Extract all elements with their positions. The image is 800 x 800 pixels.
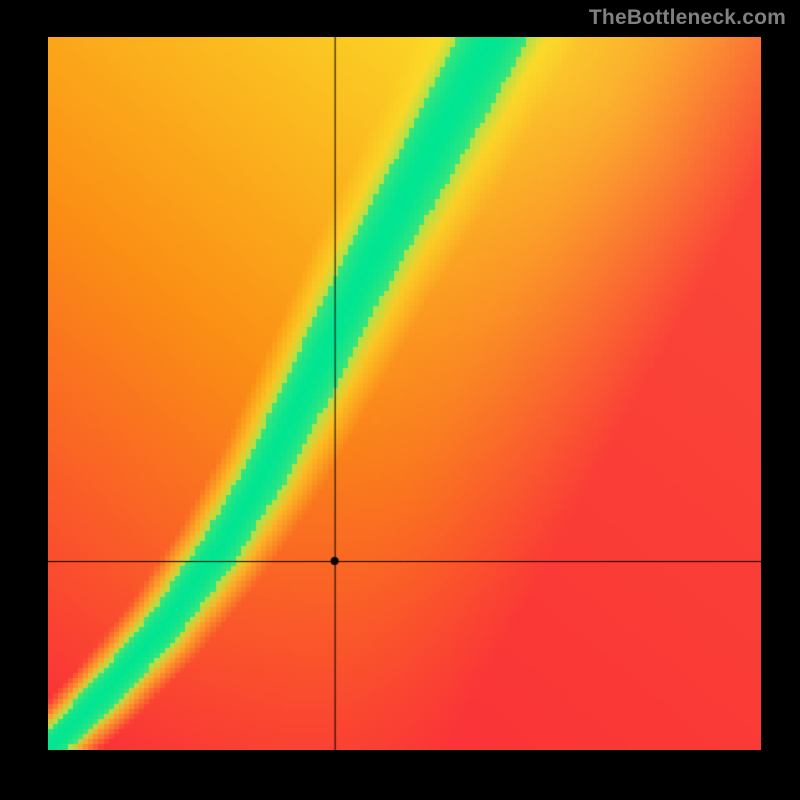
watermark-text: TheBottleneck.com: [589, 6, 786, 30]
bottleneck-heatmap: [48, 37, 761, 750]
